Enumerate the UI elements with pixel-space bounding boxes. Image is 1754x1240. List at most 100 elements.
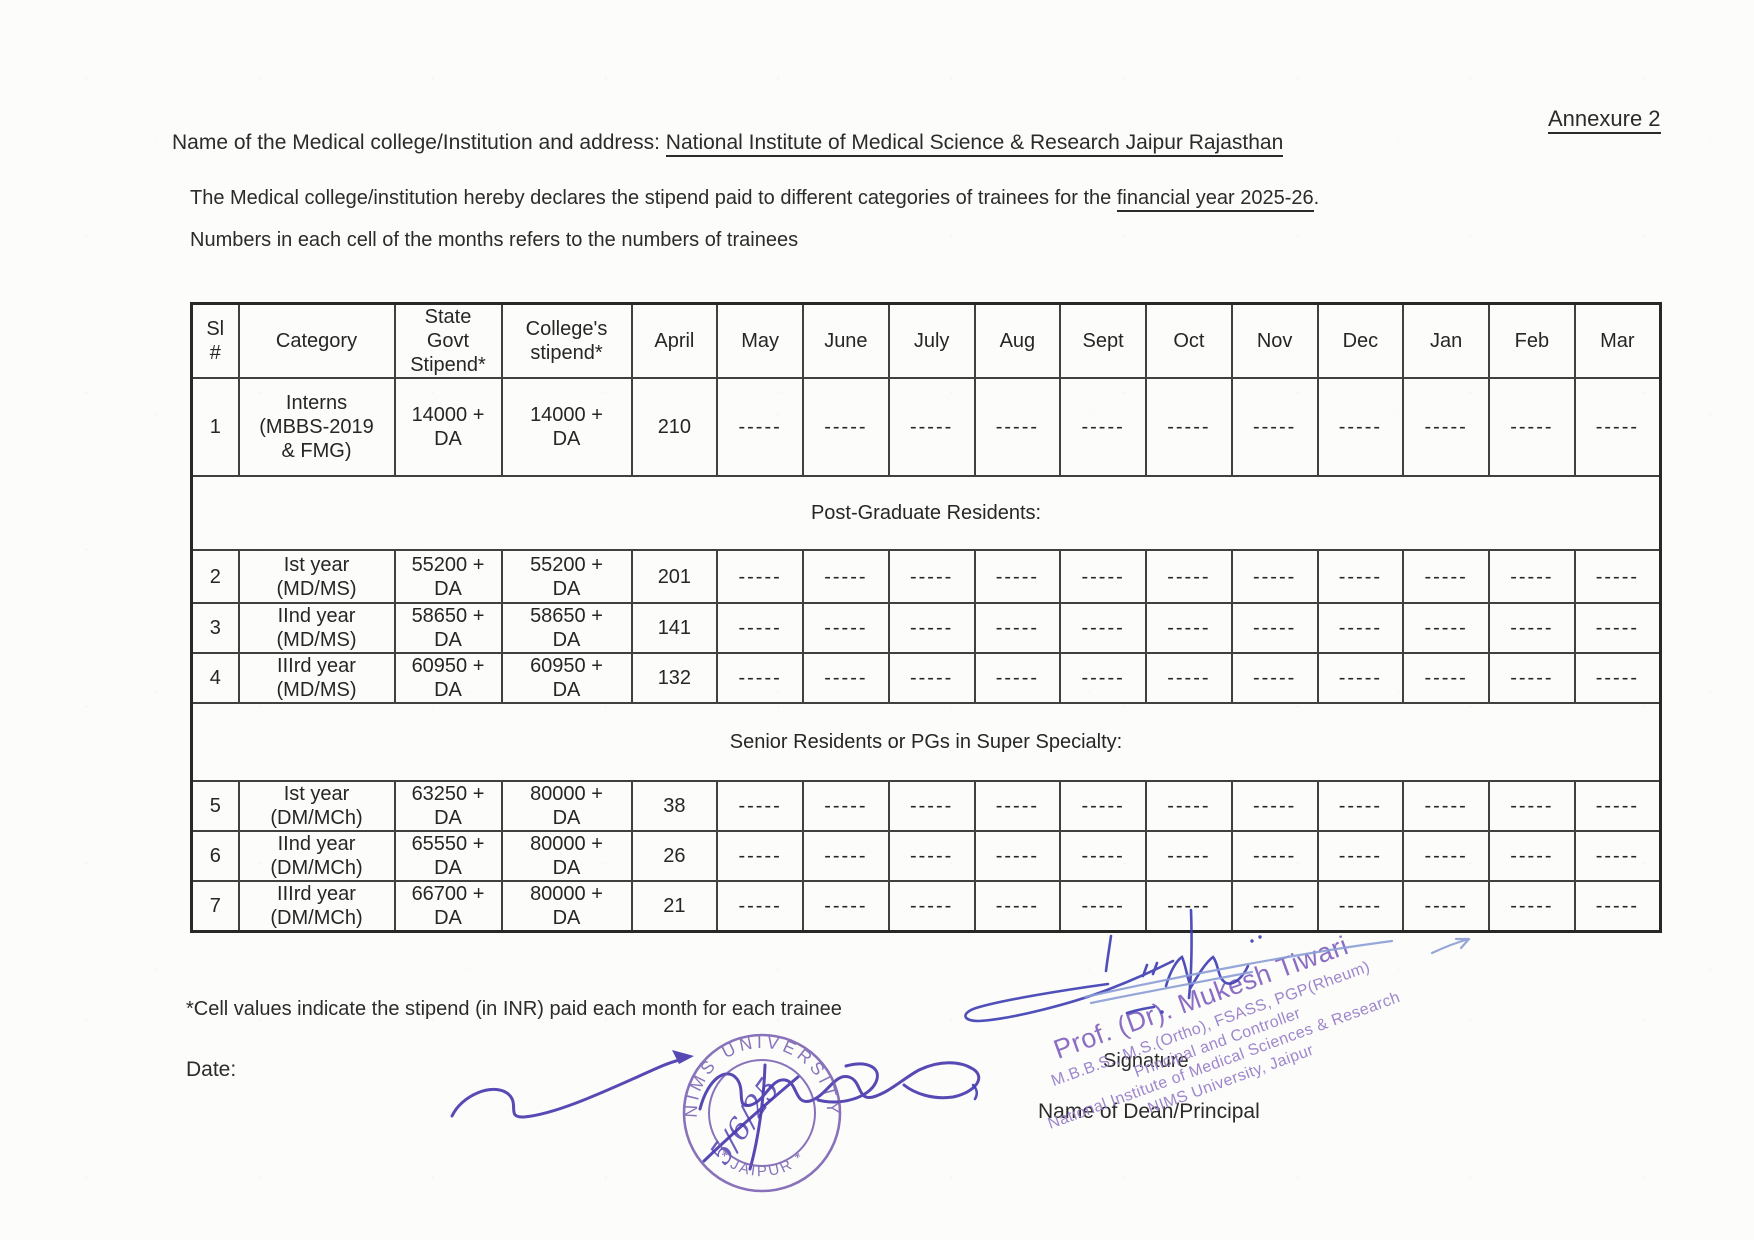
state-stipend-cell: 60950 + DA [393,652,503,704]
college-stipend-cell: 55200 + DA [500,549,633,604]
month-value-cell: ----- [802,602,890,654]
date-label: Date: [186,1058,237,1081]
declaration-prefix: The Medical college/institution hereby d… [190,187,1117,209]
month-value-cell: 201 [630,549,719,604]
table-row: 1 Interns (MBBS-2019 & FMG) 14000 + DA 1400… [190,377,1662,477]
section-title: Senior Residents or PGs in Super Special… [190,702,1662,782]
section-header-row: Post-Graduate Residents: [190,475,1662,551]
month-value-cell: ----- [1316,377,1405,477]
month-value-cell: ----- [1573,780,1662,832]
month-value-cell: ----- [973,377,1062,477]
month-value-cell: ----- [1573,880,1662,933]
month-value-cell: 210 [630,377,719,477]
state-stipend-cell: 14000 + DA [393,377,503,477]
stamp-outer-ring [682,1033,842,1193]
sl-cell: 4 [190,652,240,704]
column-header: May [716,302,804,379]
sl-cell: 6 [190,830,240,882]
month-value-cell: ----- [716,602,804,654]
column-header: Aug [973,302,1062,379]
column-header: April [630,302,719,379]
signature-arrowhead [672,1050,694,1064]
month-value-cell: ----- [1573,602,1662,654]
dean-signature [450,1050,981,1171]
institution-line: Name of the Medical college/Institution … [172,131,1284,157]
month-value-cell: ----- [1402,830,1490,882]
stamp-bottom-arc-text: * JAIPUR * [715,1148,807,1180]
month-value-cell: ----- [1488,377,1576,477]
column-header: June [802,302,890,379]
institution-value: National Institute of Medical Science & … [665,131,1284,157]
state-stipend-cell: 58650 + DA [393,602,503,654]
month-value-cell: ----- [1488,652,1576,704]
month-value-cell: ----- [973,549,1062,604]
column-header: Mar [1573,302,1662,379]
university-round-stamp: NIMS UNIVERSITY * JAIPUR * 5/6/25 [681,1032,842,1193]
month-value-cell: ----- [1573,549,1662,604]
table-row: 6 IInd year (DM/MCh) 65550 + DA 80000 + DA 2… [190,830,1662,882]
state-stipend-cell: 66700 + DA [393,880,503,933]
month-value-cell: ----- [716,652,804,704]
month-value-cell: ----- [1316,602,1405,654]
table-row: 5 Ist year (DM/MCh) 63250 + DA 80000 + DA 38… [190,780,1662,832]
financial-year-text: financial year 2025-26 [1116,187,1314,212]
sl-cell: 5 [190,780,240,832]
month-value-cell: ----- [1230,377,1319,477]
column-header: Oct [1145,302,1233,379]
month-value-cell: ----- [1230,880,1319,933]
month-value-cell: ----- [1316,780,1405,832]
declaration-suffix: . [1313,187,1320,209]
college-stipend-cell: 58650 + DA [500,602,633,654]
month-value-cell: ----- [1488,549,1576,604]
month-value-cell: ----- [1316,652,1405,704]
category-cell: IIIrd year (DM/MCh) [237,880,396,933]
month-value-cell: ----- [887,377,976,477]
state-stipend-cell: 65550 + DA [393,830,503,882]
month-value-cell: ----- [1488,880,1576,933]
month-value-cell: ----- [1402,549,1490,604]
college-stipend-cell: 80000 + DA [500,880,633,933]
signature-underline-strokes [1083,937,1471,1005]
month-value-cell: ----- [1059,830,1147,882]
pen-arrow-mark [1430,937,1471,955]
month-value-cell: ----- [1145,780,1233,832]
month-value-cell: ----- [1145,830,1233,882]
month-value-cell: ----- [1059,880,1147,933]
month-value-cell: ----- [716,830,804,882]
month-value-cell: ----- [1573,652,1662,704]
sl-cell: 7 [190,880,240,933]
declaration-line: The Medical college/institution hereby d… [190,187,1320,212]
column-header: Category [237,302,396,379]
column-header: Nov [1230,302,1319,379]
month-value-cell: ----- [802,377,890,477]
month-value-cell: ----- [716,880,804,933]
category-cell: IInd year (MD/MS) [237,602,396,654]
month-value-cell: ----- [887,549,976,604]
month-value-cell: ----- [1230,549,1319,604]
stamp-university-line: NIMS University, Jaipur [1145,1041,1316,1118]
state-stipend-cell: 55200 + DA [393,549,503,604]
month-value-cell: ----- [1488,602,1576,654]
sl-cell: 1 [190,377,240,477]
month-value-cell: ----- [1230,602,1319,654]
sl-cell: 2 [190,549,240,604]
column-header: Sept [1059,302,1147,379]
month-value-cell: ----- [1402,880,1490,933]
stamp-institute-line: National Institute of Medical Sciences &… [1045,989,1403,1133]
college-stipend-cell: 60950 + DA [500,652,633,704]
svg-text:* JAIPUR *: * JAIPUR * [715,1148,809,1180]
month-value-cell: ----- [1059,602,1147,654]
column-header: College's stipend* [500,302,633,379]
month-value-cell: ----- [1059,549,1147,604]
category-cell: IIIrd year (MD/MS) [237,652,396,704]
month-value-cell: ----- [1402,602,1490,654]
college-stipend-cell: 80000 + DA [500,780,633,832]
month-value-cell: ----- [1316,549,1405,604]
month-value-cell: ----- [1402,652,1490,704]
sl-cell: 3 [190,602,240,654]
month-value-cell: ----- [1488,780,1576,832]
month-value-cell: ----- [802,830,890,882]
table-row: 4 IIIrd year (MD/MS) 60950 + DA 60950 + DA 1… [190,652,1662,704]
month-value-cell: ----- [973,830,1062,882]
month-value-cell: ----- [1059,780,1147,832]
